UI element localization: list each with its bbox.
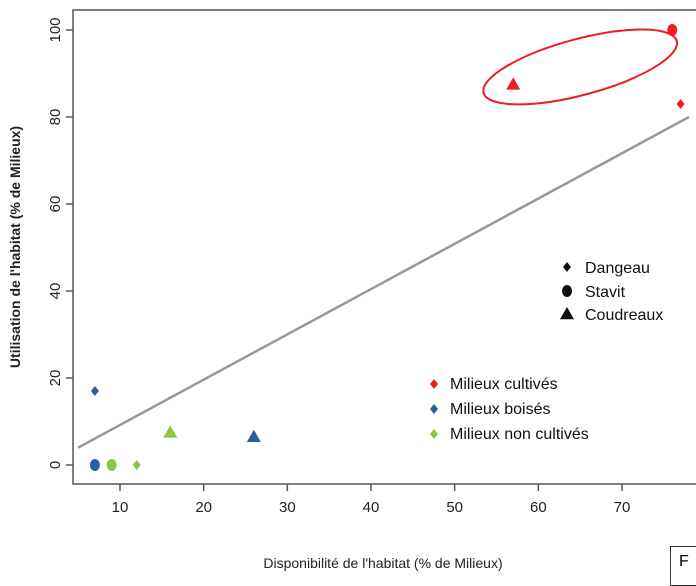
x-tick-label: 60: [530, 499, 547, 516]
x-axis-title: Disponibilité de l'habitat (% de Milieux…: [263, 555, 502, 571]
legend-site-label: Coudreaux: [585, 307, 663, 324]
data-point: [90, 386, 99, 397]
x-tick-label: 70: [614, 499, 631, 516]
legend-habitat-label: Milieux boisés: [450, 401, 550, 418]
legend-site-label: Dangeau: [585, 260, 650, 277]
data-point: [106, 459, 117, 471]
highlight-ellipse: [482, 28, 679, 106]
reference-line: [77, 115, 690, 449]
x-tick-label: 50: [446, 499, 463, 516]
legend: Dangeau Stavit Coudreaux Milieux cultivés Mi…: [430, 260, 663, 443]
legend-habitat-marker: [430, 429, 438, 439]
legend-site-marker: [560, 307, 574, 320]
data-point: [132, 460, 141, 470]
legend-site-label: Stavit: [585, 284, 626, 301]
data-point: [506, 77, 521, 90]
plot-frame: [72, 9, 696, 485]
legend-site-marker: [563, 262, 571, 272]
data-point: [163, 425, 178, 438]
legend-habitat-marker: [430, 404, 438, 414]
data-point: [246, 429, 261, 442]
corner-label-box: F: [670, 546, 696, 586]
x-tick-label: 10: [112, 499, 129, 516]
data-point: [667, 24, 678, 36]
y-tick-label: 100: [47, 17, 64, 42]
y-tick-label: 20: [47, 370, 64, 387]
data-point: [89, 459, 100, 471]
legend-site-marker: [562, 285, 572, 297]
y-tick-label: 80: [47, 109, 64, 126]
legend-habitat-label: Milieux cultivés: [450, 376, 558, 393]
x-tick-label: 20: [195, 499, 212, 516]
x-tick-label: 30: [279, 499, 296, 516]
legend-habitat-marker: [430, 379, 438, 389]
y-axis: 0 20 40 60 80 100: [47, 17, 73, 469]
data-points: [89, 24, 685, 471]
y-tick-label: 60: [47, 196, 64, 213]
data-point: [676, 98, 685, 109]
y-tick-label: 0: [47, 461, 64, 469]
y-tick-label: 40: [47, 283, 64, 300]
y-axis-title: Utilisation de l'habitat (% de Milieux): [7, 126, 23, 368]
x-axis: 10 20 30 40 50 60 70: [112, 484, 631, 516]
legend-habitat-label: Milieux non cultivés: [450, 426, 589, 443]
x-tick-label: 40: [363, 499, 380, 516]
